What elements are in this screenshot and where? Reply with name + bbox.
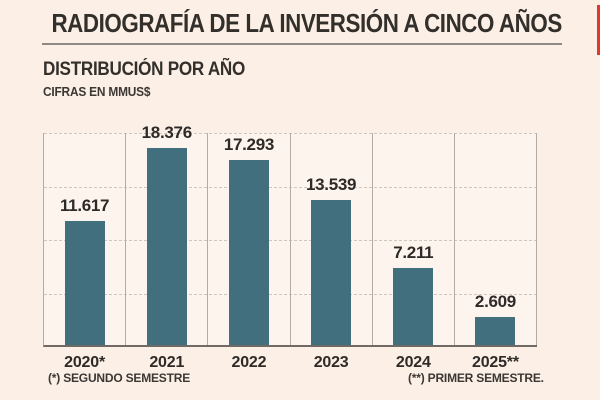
bar: [146, 148, 187, 345]
x-tick-label: 2023: [313, 354, 349, 371]
chart-column: 18.376 2021: [126, 123, 209, 371]
chart-columns: 11.617 2020* 18.376 2021 17.293 2022 13.539 202…: [44, 123, 538, 371]
bar-value-label: 7.211: [393, 242, 434, 262]
bar: [311, 200, 352, 345]
bar-value-label: 13.539: [305, 175, 357, 195]
chart-subtitle: DISTRIBUCIÓN POR AÑO: [43, 59, 246, 80]
chart-column: 13.539 2023: [291, 133, 373, 371]
x-tick-label: 2025**: [472, 354, 519, 371]
chart-column: 11.617 2020*: [44, 133, 127, 371]
chart-column: 17.293 2022: [208, 133, 291, 371]
page-title: RADIOGRAFÍA DE LA INVERSIÓN A CINCO AÑOS: [51, 8, 562, 38]
bar-chart: 11.617 2020* 18.376 2021 17.293 2022 13.539 202…: [43, 123, 538, 371]
chart-column: 7.211 2024: [373, 133, 455, 371]
edge-accent-bar: [597, 5, 600, 55]
bar: [64, 220, 105, 345]
bar-value-label: 18.376: [141, 123, 193, 143]
bar-value-label: 2.609: [474, 292, 516, 312]
x-tick-label: 2021: [149, 354, 185, 371]
bar-value-label: 17.293: [223, 134, 275, 154]
bar-value-label: 11.617: [59, 195, 110, 215]
units-note: CIFRAS EN MMUS$: [43, 85, 151, 99]
x-tick-label: 2020*: [64, 354, 105, 371]
bar: [475, 317, 516, 345]
footnote-left: (*) SEGUNDO SEMESTRE: [48, 371, 191, 385]
x-tick-label: 2024: [395, 354, 431, 371]
footnote-right: (**) PRIMER SEMESTRE.: [408, 371, 544, 385]
x-tick-label: 2022: [231, 354, 267, 371]
bar: [228, 159, 269, 345]
header: RADIOGRAFÍA DE LA INVERSIÓN A CINCO AÑOS: [42, 8, 562, 45]
bar: [393, 267, 434, 345]
chart-header: DISTRIBUCIÓN POR AÑO CIFRAS EN MMUS$: [43, 59, 267, 99]
chart-column: 2.609 2025**: [455, 133, 538, 371]
